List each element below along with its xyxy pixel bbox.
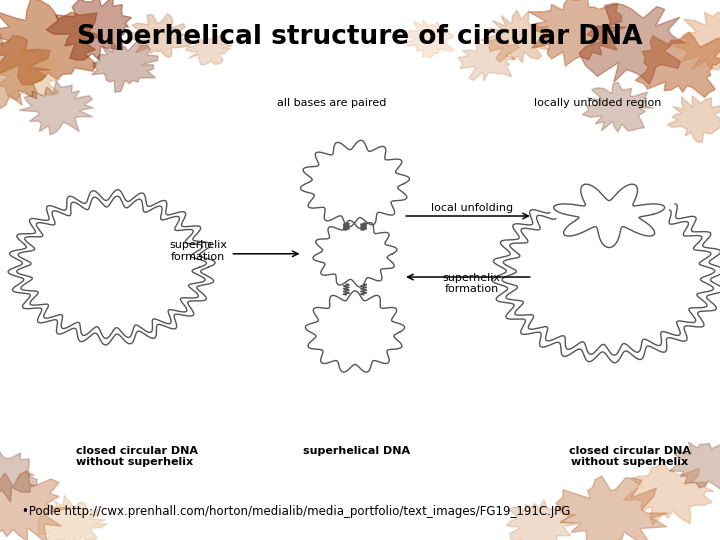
Text: locally unfolded region: locally unfolded region xyxy=(534,98,661,108)
Polygon shape xyxy=(506,500,577,540)
Polygon shape xyxy=(528,0,626,66)
Polygon shape xyxy=(667,96,720,143)
Polygon shape xyxy=(185,35,233,65)
Polygon shape xyxy=(91,39,158,92)
Text: superhelix
formation: superhelix formation xyxy=(443,273,500,294)
Polygon shape xyxy=(670,442,720,490)
Text: local unfolding: local unfolding xyxy=(431,203,513,213)
Polygon shape xyxy=(624,460,714,525)
Polygon shape xyxy=(635,32,720,97)
Polygon shape xyxy=(0,470,71,540)
Polygon shape xyxy=(405,19,455,58)
Polygon shape xyxy=(37,495,107,540)
Polygon shape xyxy=(556,476,668,540)
Polygon shape xyxy=(0,0,103,85)
Polygon shape xyxy=(0,48,60,99)
Text: superhelical DNA: superhelical DNA xyxy=(303,446,410,456)
Text: Superhelical structure of circular DNA: Superhelical structure of circular DNA xyxy=(77,24,643,50)
Polygon shape xyxy=(0,27,51,110)
Text: closed circular DNA
without superhelix: closed circular DNA without superhelix xyxy=(76,446,197,467)
Text: closed circular DNA
without superhelix: closed circular DNA without superhelix xyxy=(569,446,691,467)
Text: •Podle http://cwx.prenhall.com/horton/medialib/media_portfolio/text_images/FG19_: •Podle http://cwx.prenhall.com/horton/me… xyxy=(22,505,570,518)
Polygon shape xyxy=(582,82,654,132)
Polygon shape xyxy=(458,36,519,82)
Polygon shape xyxy=(0,448,37,502)
Polygon shape xyxy=(46,0,132,60)
Polygon shape xyxy=(128,14,192,57)
Polygon shape xyxy=(580,3,686,84)
Polygon shape xyxy=(672,12,720,72)
Polygon shape xyxy=(19,80,94,135)
Polygon shape xyxy=(480,10,553,63)
Text: superhelix
formation: superhelix formation xyxy=(169,240,227,262)
Text: all bases are paired: all bases are paired xyxy=(276,98,386,108)
